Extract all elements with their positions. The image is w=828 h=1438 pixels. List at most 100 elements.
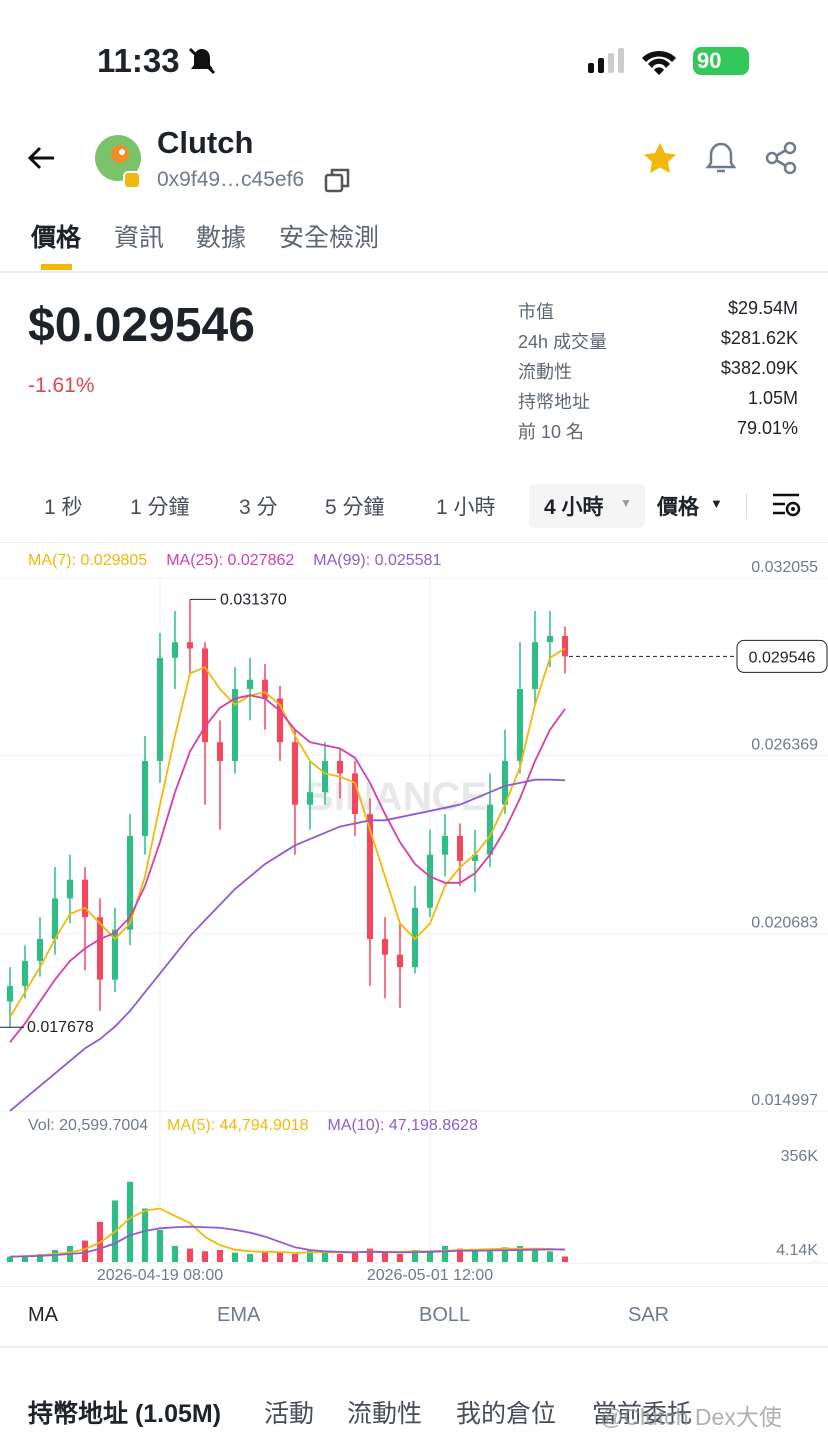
candle-body	[487, 804, 493, 855]
volume-bar	[322, 1252, 328, 1262]
copy-button[interactable]	[323, 167, 351, 195]
indicator-tab[interactable]: MA	[28, 1304, 58, 1326]
x-tick-label: 2026-04-19 08:00	[97, 1267, 223, 1284]
candle-body	[457, 835, 463, 861]
volume-bar	[172, 1245, 178, 1262]
divider	[746, 494, 747, 518]
candle-body	[277, 698, 283, 743]
back-button[interactable]	[24, 140, 60, 176]
y-tick-label: 0.026369	[751, 737, 818, 754]
candle-body	[547, 635, 553, 643]
volume-bar	[367, 1248, 373, 1262]
price-change: -1.61%	[28, 374, 95, 397]
tab[interactable]: 價格	[31, 224, 82, 252]
candle-body	[82, 879, 88, 918]
volume-legend: Vol: 20,599.7004	[28, 1117, 148, 1134]
ma-line	[9, 647, 566, 1018]
ma-line	[9, 1207, 566, 1258]
candle-body	[262, 679, 268, 699]
volume-bar	[457, 1248, 463, 1262]
indicator-tab[interactable]: SAR	[628, 1304, 670, 1326]
indicator-tab[interactable]: EMA	[217, 1304, 261, 1326]
volume-bar	[262, 1251, 268, 1262]
stat-value: $29.54M	[727, 298, 798, 318]
volume-bar	[352, 1251, 358, 1262]
volume-bar	[562, 1256, 568, 1262]
candle-body	[142, 760, 148, 836]
token-avatar	[95, 135, 141, 189]
candle-body	[292, 742, 298, 805]
battery: 90	[693, 47, 749, 75]
timeframe[interactable]: 3 分	[239, 496, 278, 519]
ma-legend: MA(25): 0.027862	[166, 552, 294, 569]
bottom-tab[interactable]: 流動性	[347, 1400, 423, 1428]
volume-bar	[82, 1240, 88, 1262]
y-tick-label: 0.014997	[751, 1092, 818, 1109]
timeframe[interactable]: 1 小時	[436, 496, 496, 519]
volume-bar	[7, 1256, 13, 1262]
candle-body	[157, 657, 163, 761]
divider	[0, 542, 828, 543]
chart-settings-button[interactable]	[771, 490, 803, 520]
stat-label: 24h 成交量	[518, 332, 608, 352]
chart-mode[interactable]: 價格	[657, 496, 699, 519]
candle-body	[37, 939, 43, 961]
volume-bar	[142, 1208, 148, 1262]
candle-body	[352, 773, 358, 815]
volume-bar	[412, 1249, 418, 1262]
share-button[interactable]	[763, 140, 799, 176]
min-label: 0.017678	[27, 1019, 94, 1036]
tab[interactable]: 資訊	[114, 224, 165, 252]
bottom-tab[interactable]: 我的倉位	[456, 1400, 557, 1428]
volume-bar	[127, 1181, 133, 1262]
volume-tick-label: 356K	[781, 1148, 819, 1165]
volume-bar	[22, 1255, 28, 1262]
stat-value: $382.09K	[720, 358, 798, 378]
ma-line	[9, 778, 566, 1112]
timeframe[interactable]: 1 分鐘	[130, 496, 190, 519]
timeframe[interactable]: 1 秒	[44, 496, 83, 519]
stat-value: 1.05M	[747, 388, 798, 408]
mute-icon	[188, 47, 216, 75]
indicator-tab[interactable]: BOLL	[419, 1304, 471, 1326]
tab-indicator	[41, 264, 72, 270]
watermark: @Clutch Dex大使	[600, 1404, 782, 1430]
timeframe[interactable]: 5 分鐘	[325, 496, 385, 519]
volume-bar	[157, 1229, 163, 1262]
bottom-tab[interactable]: 持幣地址 (1.05M)	[28, 1400, 222, 1428]
candle-body	[52, 898, 58, 940]
candle-body	[442, 835, 448, 855]
volume-ma-legend: MA(5): 44,794.9018	[167, 1117, 309, 1134]
token-name: Clutch	[157, 125, 254, 160]
bottom-tab[interactable]: 活動	[264, 1400, 315, 1428]
ma-legend: MA(99): 0.025581	[313, 552, 441, 569]
stat-value: $281.62K	[720, 328, 798, 348]
volume-bar	[427, 1251, 433, 1262]
ma-legend: MA(7): 0.029805	[28, 552, 147, 569]
signal-wifi-icons	[588, 48, 676, 75]
tab[interactable]: 數據	[196, 224, 247, 252]
volume-bar	[277, 1252, 283, 1262]
tab[interactable]: 安全檢測	[279, 224, 380, 252]
candle-body	[412, 907, 418, 968]
candle-body	[247, 679, 253, 690]
ma-line	[9, 1225, 566, 1258]
candle-body	[322, 760, 328, 793]
volume-bar	[247, 1253, 253, 1262]
candle-body	[232, 689, 238, 761]
timeframe[interactable]: 4 小時	[544, 496, 604, 519]
candle-body	[217, 742, 223, 761]
divider	[0, 1346, 828, 1348]
bottom-tab[interactable]: 當前委托	[592, 1400, 693, 1428]
volume-bar	[202, 1251, 208, 1262]
stat-label: 流動性	[518, 362, 572, 382]
token-address: 0x9f49…c45ef6	[157, 168, 305, 191]
candle-body	[307, 792, 313, 805]
volume-bar	[397, 1253, 403, 1262]
candle-body	[172, 642, 178, 658]
favorite-button[interactable]	[642, 141, 678, 177]
chart-watermark: BINANCE	[305, 775, 487, 819]
candle-body	[502, 760, 508, 805]
alert-button[interactable]	[703, 140, 739, 176]
volume-bar	[532, 1248, 538, 1262]
